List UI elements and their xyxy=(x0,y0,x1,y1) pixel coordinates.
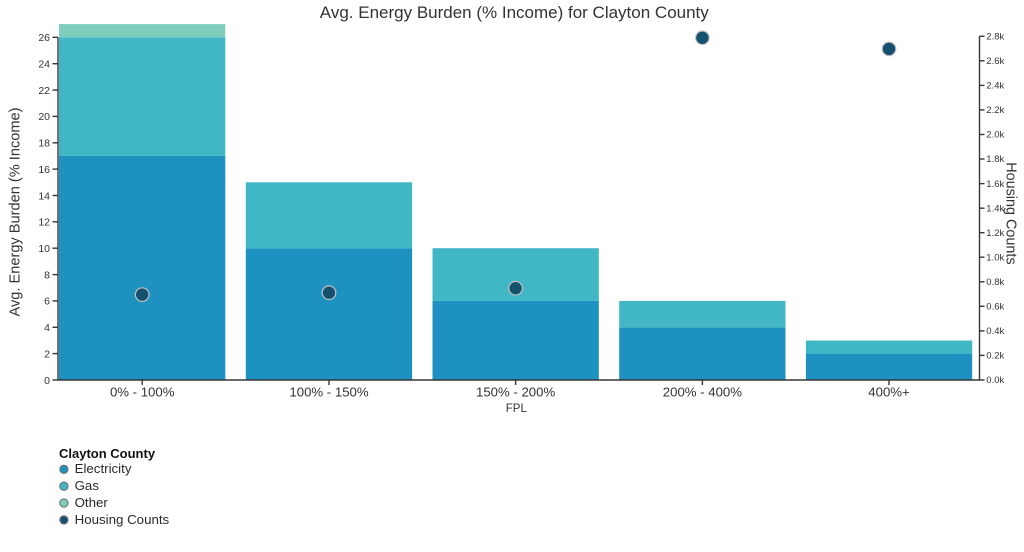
svg-text:0.6k: 0.6k xyxy=(986,302,1004,313)
svg-text:10: 10 xyxy=(38,243,50,255)
svg-text:Housing Counts: Housing Counts xyxy=(75,512,170,527)
svg-text:Gas: Gas xyxy=(75,478,100,493)
svg-text:Housing Counts: Housing Counts xyxy=(1003,162,1019,264)
svg-text:2.6k: 2.6k xyxy=(986,56,1004,67)
svg-text:2.4k: 2.4k xyxy=(986,81,1004,92)
svg-text:0.4k: 0.4k xyxy=(986,326,1004,337)
svg-text:8: 8 xyxy=(44,269,50,281)
svg-text:26: 26 xyxy=(38,32,50,44)
svg-text:Avg. Energy Burden (% Income): Avg. Energy Burden (% Income) xyxy=(8,107,24,316)
svg-text:Avg. Energy Burden (% Income): Avg. Energy Burden (% Income) for Clayto… xyxy=(320,3,709,22)
svg-text:14: 14 xyxy=(38,190,50,202)
svg-text:1.0k: 1.0k xyxy=(986,252,1004,263)
svg-text:200% - 400%: 200% - 400% xyxy=(663,385,742,400)
svg-text:100% - 150%: 100% - 150% xyxy=(289,385,368,400)
svg-text:2.0k: 2.0k xyxy=(986,130,1004,141)
svg-text:0.2k: 0.2k xyxy=(986,351,1004,362)
svg-text:12: 12 xyxy=(38,217,50,229)
svg-text:FPL: FPL xyxy=(506,403,528,415)
svg-text:Clayton County: Clayton County xyxy=(59,446,156,461)
svg-text:1.6k: 1.6k xyxy=(986,179,1004,190)
svg-text:0% - 100%: 0% - 100% xyxy=(110,385,175,400)
svg-text:Electricity: Electricity xyxy=(75,461,132,476)
svg-text:18: 18 xyxy=(38,138,50,150)
svg-text:Other: Other xyxy=(75,495,109,510)
svg-text:1.4k: 1.4k xyxy=(986,203,1004,214)
svg-text:0: 0 xyxy=(44,375,50,387)
svg-text:2.8k: 2.8k xyxy=(986,32,1004,43)
svg-text:6: 6 xyxy=(44,296,50,308)
svg-text:16: 16 xyxy=(38,164,50,176)
svg-text:1.8k: 1.8k xyxy=(986,154,1004,165)
svg-text:150% - 200%: 150% - 200% xyxy=(476,385,555,400)
svg-text:0.0k: 0.0k xyxy=(986,375,1004,386)
svg-text:0.8k: 0.8k xyxy=(986,277,1004,288)
svg-text:400%+: 400%+ xyxy=(868,385,910,400)
svg-text:24: 24 xyxy=(38,59,50,71)
svg-text:22: 22 xyxy=(38,85,50,97)
svg-text:2.2k: 2.2k xyxy=(986,105,1004,116)
svg-text:2: 2 xyxy=(44,348,50,360)
svg-text:1.2k: 1.2k xyxy=(986,228,1004,239)
svg-text:20: 20 xyxy=(38,111,50,123)
svg-text:4: 4 xyxy=(44,322,50,334)
